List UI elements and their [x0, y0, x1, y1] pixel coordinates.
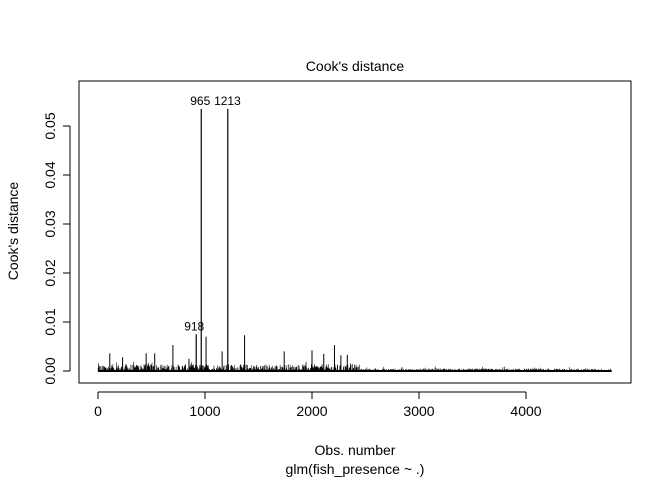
background-spikes	[97, 361, 612, 371]
y-axis: 0.00 0.01 0.02 0.03 0.04 0.05	[42, 112, 71, 385]
x-tick-label: 1000	[189, 403, 220, 419]
plot-box	[78, 80, 632, 384]
point-label: 1213	[214, 94, 241, 108]
y-tick-label: 0.01	[42, 308, 58, 335]
point-label: 918	[184, 319, 204, 333]
x-axis: 0 1000 2000 3000 4000	[94, 391, 542, 419]
x-tick-label: 0	[94, 403, 102, 419]
y-tick-label: 0.00	[42, 357, 58, 384]
y-tick-label: 0.02	[42, 259, 58, 286]
chart-caption: glm(fish_presence ~ .)	[286, 461, 425, 477]
x-tick-label: 2000	[296, 403, 327, 419]
y-tick-label: 0.04	[42, 161, 58, 188]
y-axis-label: Cook's distance	[5, 182, 21, 281]
point-labels-group: 965 1213 918	[184, 94, 241, 333]
x-tick-label: 4000	[510, 403, 541, 419]
bars-group	[97, 108, 612, 372]
y-tick-label: 0.05	[42, 112, 58, 139]
point-label: 965	[190, 94, 210, 108]
y-tick-label: 0.03	[42, 210, 58, 237]
chart-subtitle: Cook's distance	[306, 58, 405, 74]
x-tick-label: 3000	[403, 403, 434, 419]
x-axis-label: Obs. number	[315, 442, 396, 458]
